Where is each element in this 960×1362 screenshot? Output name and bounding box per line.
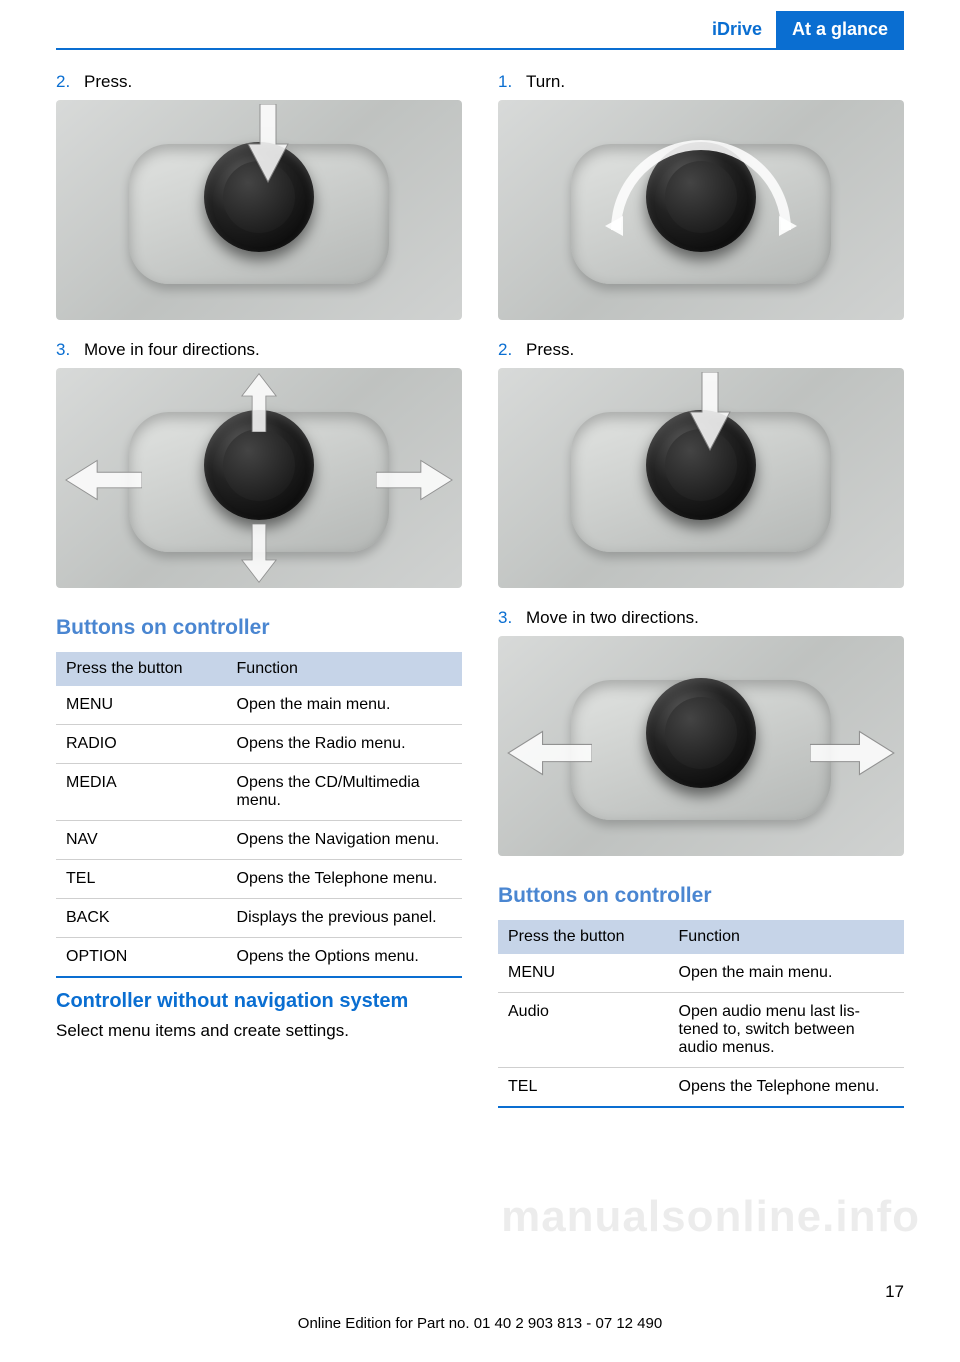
page-number: 17 [885,1282,904,1302]
table-cell: Opens the Telephone menu. [669,1068,904,1108]
table-header-row: Press the button Function [498,920,904,954]
step-item: 1. Turn. [498,72,904,92]
controller-knob [646,678,756,788]
watermark-text: manualsonline.info [501,1192,920,1242]
tab-at-a-glance: At a glance [776,11,904,48]
right-column: 1. Turn. 2. Press. 3. Move in two direct… [498,72,904,1108]
illustration-four-directions [56,368,462,588]
step-text: Press. [84,72,132,92]
arrow-left-icon [506,728,592,778]
body-text: Select menu items and create settings. [56,1021,462,1041]
table-cell: OPTION [56,938,227,978]
table-cell: Opens the Options menu. [227,938,462,978]
table-header-cell: Function [227,652,462,686]
table-cell: BACK [56,899,227,938]
step-item: 3. Move in two directions. [498,608,904,628]
table-header-cell: Press the button [56,652,227,686]
table-row: RADIOOpens the Radio menu. [56,725,462,764]
arrow-right-icon [810,728,896,778]
table-cell: NAV [56,821,227,860]
tab-idrive: iDrive [698,11,776,48]
step-item: 2. Press. [498,340,904,360]
table-header-row: Press the button Function [56,652,462,686]
table-cell: MENU [56,686,227,725]
arrow-left-icon [64,456,142,504]
arrow-up-icon [239,372,279,432]
section-heading: Buttons on controller [498,884,904,908]
step-number: 2. [56,72,74,92]
table-row: TELOpens the Telephone menu. [56,860,462,899]
table-cell: MEDIA [56,764,227,821]
table-header-cell: Press the button [498,920,669,954]
arrow-down-icon [239,524,279,584]
table-cell: TEL [56,860,227,899]
step-number: 3. [56,340,74,360]
header-divider [56,48,904,50]
illustration-press [56,100,462,320]
step-number: 2. [498,340,516,360]
step-item: 3. Move in four directions. [56,340,462,360]
step-text: Move in two directions. [526,608,699,628]
arrow-down-icon [243,104,293,184]
table-cell: TEL [498,1068,669,1108]
step-text: Press. [526,340,574,360]
table-cell: Opens the Navigation menu. [227,821,462,860]
footer-text: Online Edition for Part no. 01 40 2 903 … [298,1315,662,1332]
table-cell: Opens the CD/Multimedia menu. [227,764,462,821]
step-text: Turn. [526,72,565,92]
step-item: 2. Press. [56,72,462,92]
step-number: 3. [498,608,516,628]
step-text: Move in four directions. [84,340,260,360]
step-number: 1. [498,72,516,92]
table-row: AudioOpen audio menu last lis‐tened to, … [498,993,904,1068]
table-cell: Audio [498,993,669,1068]
header-bar: iDrive At a glance [0,0,960,48]
table-cell: Open audio menu last lis‐tened to, switc… [669,993,904,1068]
table-cell: Open the main menu. [669,954,904,993]
illustration-press [498,368,904,588]
table-cell: RADIO [56,725,227,764]
table-cell: Open the main menu. [227,686,462,725]
table-row: TELOpens the Telephone menu. [498,1068,904,1108]
illustration-two-directions [498,636,904,856]
table-row: BACKDisplays the previous panel. [56,899,462,938]
illustration-turn [498,100,904,320]
buttons-table-right: Press the button Function MENUOpen the m… [498,920,904,1108]
table-row: MEDIAOpens the CD/Multimedia menu. [56,764,462,821]
table-row: NAVOpens the Navigation menu. [56,821,462,860]
arrow-right-icon [376,456,454,504]
table-header-cell: Function [669,920,904,954]
table-cell: Displays the previous panel. [227,899,462,938]
buttons-table-left: Press the button Function MENUOpen the m… [56,652,462,978]
page-content: 2. Press. 3. Move in four directions. Bu… [0,72,960,1108]
table-row: OPTIONOpens the Options menu. [56,938,462,978]
table-row: MENUOpen the main menu. [498,954,904,993]
table-cell: Opens the Radio menu. [227,725,462,764]
left-column: 2. Press. 3. Move in four directions. Bu… [56,72,462,1108]
table-cell: Opens the Telephone menu. [227,860,462,899]
arrow-down-icon [685,372,735,452]
subsection-heading: Controller without navigation system [56,990,462,1013]
section-heading: Buttons on controller [56,616,462,640]
table-row: MENUOpen the main menu. [56,686,462,725]
table-cell: MENU [498,954,669,993]
